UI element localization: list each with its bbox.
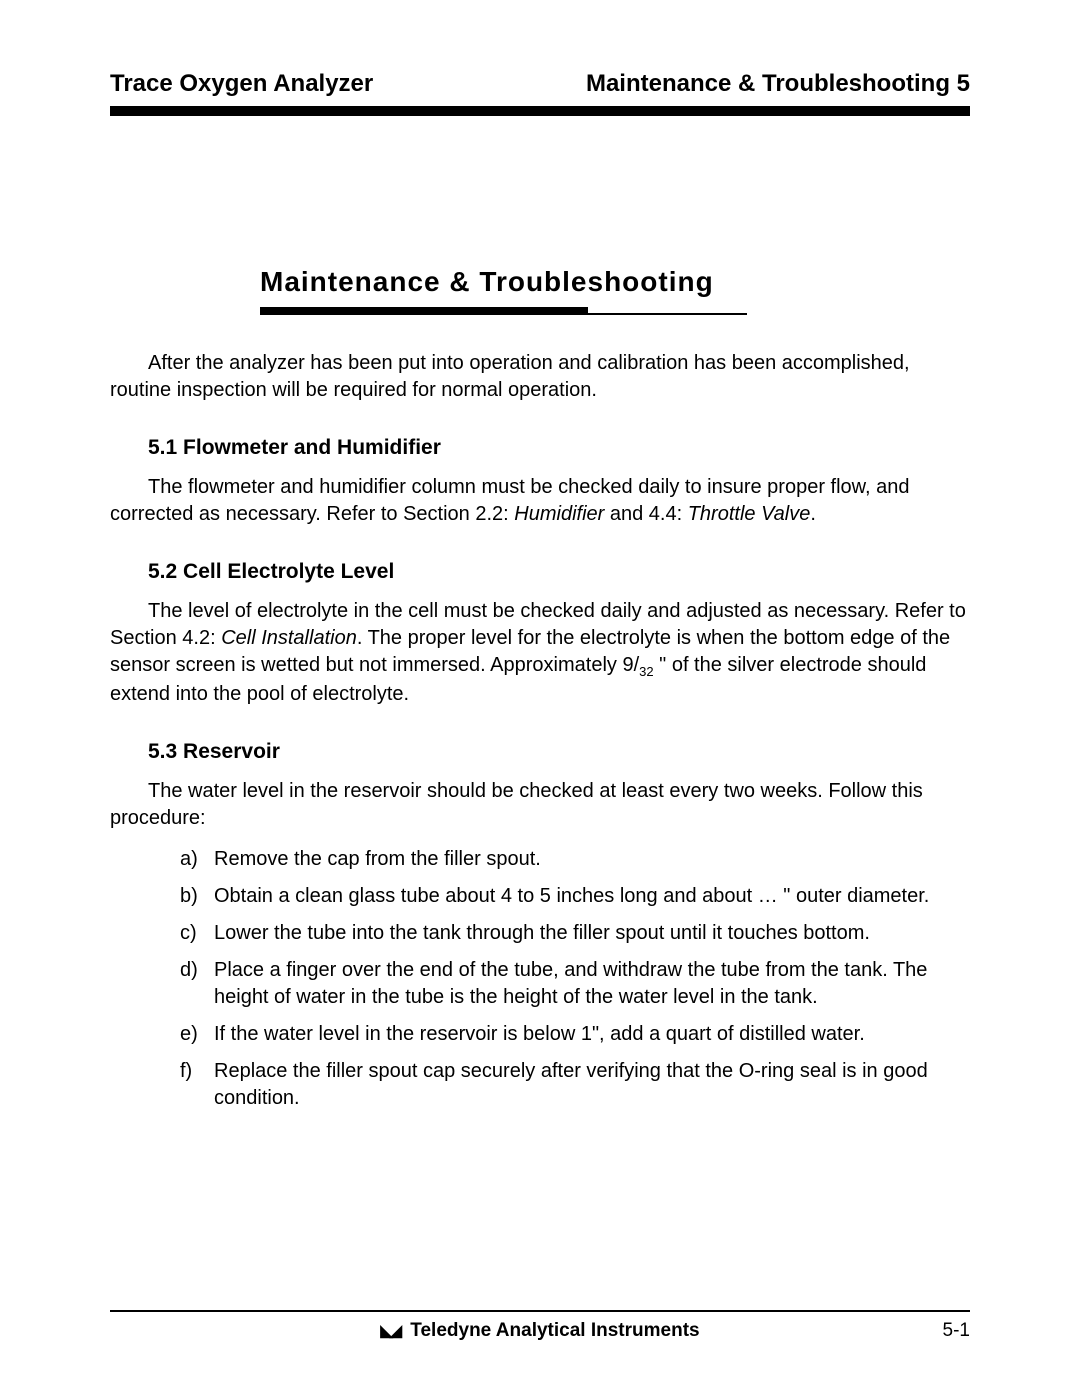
page-number: 5-1 [943, 1320, 970, 1342]
chapter-title: Maintenance & Troubleshooting [260, 266, 970, 298]
list-text: If the water level in the reservoir is b… [214, 1021, 970, 1048]
list-item: d) Place a finger over the end of the tu… [180, 957, 970, 1011]
header-left: Trace Oxygen Analyzer [110, 70, 373, 98]
section-heading-5-3: 5.3 Reservoir [148, 740, 970, 764]
header-rule [110, 106, 970, 116]
intro-paragraph: After the analyzer has been put into ope… [110, 350, 970, 404]
section-5-2-body: The level of electrolyte in the cell mus… [110, 598, 970, 708]
section-heading-5-1: 5.1 Flowmeter and Humidifier [148, 436, 970, 460]
header-right: Maintenance & Troubleshooting 5 [586, 70, 970, 98]
list-marker: d) [180, 957, 214, 1011]
procedure-list: a) Remove the cap from the filler spout.… [180, 846, 970, 1112]
list-text: Place a finger over the end of the tube,… [214, 957, 970, 1011]
list-item: c) Lower the tube into the tank through … [180, 920, 970, 947]
section-5-1-body: The flowmeter and humidifier column must… [110, 474, 970, 528]
footer-rule [110, 1310, 970, 1312]
chapter-rule [260, 302, 970, 320]
list-text: Obtain a clean glass tube about 4 to 5 i… [214, 883, 970, 910]
list-item: f) Replace the filler spout cap securely… [180, 1058, 970, 1112]
footer-row: ◣◢ Teledyne Analytical Instruments 5-1 [110, 1320, 970, 1342]
list-marker: c) [180, 920, 214, 947]
list-item: b) Obtain a clean glass tube about 4 to … [180, 883, 970, 910]
section-5-3-intro: The water level in the reservoir should … [110, 778, 970, 832]
page-footer: ◣◢ Teledyne Analytical Instruments 5-1 [110, 1310, 970, 1342]
list-marker: b) [180, 883, 214, 910]
list-text: Replace the filler spout cap securely af… [214, 1058, 970, 1112]
section-heading-5-2: 5.2 Cell Electrolyte Level [148, 560, 970, 584]
list-text: Remove the cap from the filler spout. [214, 846, 970, 873]
page-header: Trace Oxygen Analyzer Maintenance & Trou… [110, 70, 970, 98]
list-marker: f) [180, 1058, 214, 1112]
list-marker: a) [180, 846, 214, 873]
list-item: e) If the water level in the reservoir i… [180, 1021, 970, 1048]
list-marker: e) [180, 1021, 214, 1048]
footer-company: ◣◢ Teledyne Analytical Instruments [380, 1320, 699, 1342]
list-item: a) Remove the cap from the filler spout. [180, 846, 970, 873]
logo-icon: ◣◢ [380, 1321, 399, 1341]
document-page: Trace Oxygen Analyzer Maintenance & Trou… [0, 0, 1080, 1397]
list-text: Lower the tube into the tank through the… [214, 920, 970, 947]
